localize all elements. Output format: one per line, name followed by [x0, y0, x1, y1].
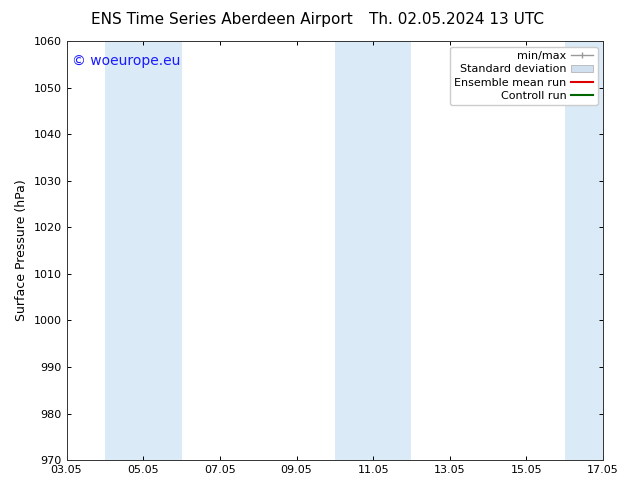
Legend: min/max, Standard deviation, Ensemble mean run, Controll run: min/max, Standard deviation, Ensemble me… [450, 47, 598, 105]
Bar [335, 41, 411, 460]
Y-axis label: Surface Pressure (hPa): Surface Pressure (hPa) [15, 180, 28, 321]
Bar [105, 41, 181, 460]
Text: Th. 02.05.2024 13 UTC: Th. 02.05.2024 13 UTC [369, 12, 544, 27]
Text: © woeurope.eu: © woeurope.eu [72, 53, 180, 68]
Text: ENS Time Series Aberdeen Airport: ENS Time Series Aberdeen Airport [91, 12, 353, 27]
Bar [565, 41, 603, 460]
